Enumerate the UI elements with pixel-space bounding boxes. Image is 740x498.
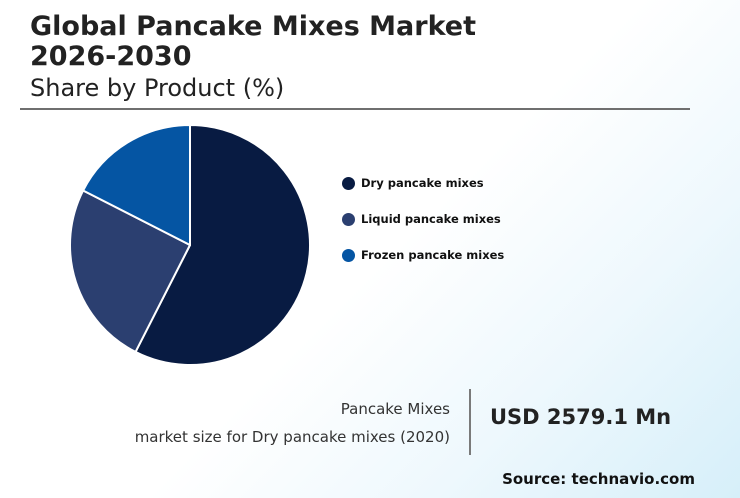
legend-dot-liquid: [342, 212, 355, 226]
legend-label-dry: Dry pancake mixes: [361, 176, 484, 190]
title-line-2: 2026-2030: [30, 41, 192, 72]
pie-slice-dry: [134, 124, 311, 366]
legend-label-liquid: Liquid pancake mixes: [361, 212, 501, 226]
legend-dot-frozen: [342, 248, 355, 262]
market-size-label-line-2: market size for Dry pancake mixes (2020): [134, 428, 450, 446]
legend-item-frozen: Frozen pancake mixes: [342, 246, 504, 264]
source-credit: Source: technavio.com: [502, 470, 695, 488]
market-size-value: USD 2579.1 Mn: [490, 405, 672, 429]
legend-item-liquid: Liquid pancake mixes: [342, 210, 504, 228]
chart-legend: Dry pancake mixes Liquid pancake mixes F…: [342, 174, 504, 282]
market-size-divider: [469, 389, 471, 455]
pie-slice-liquid: [69, 189, 191, 353]
legend-item-dry: Dry pancake mixes: [342, 174, 504, 192]
market-size-label-line-1: Pancake Mixes: [340, 400, 450, 418]
page-subtitle: Share by Product (%): [30, 74, 285, 102]
header-divider: [20, 108, 690, 110]
title-line-1: Global Pancake Mixes Market: [30, 11, 477, 42]
page-title: Global Pancake Mixes Market 2026-2030: [30, 12, 630, 72]
pie-slice-frozen: [82, 124, 191, 246]
legend-dot-dry: [342, 176, 355, 190]
legend-label-frozen: Frozen pancake mixes: [361, 248, 505, 262]
